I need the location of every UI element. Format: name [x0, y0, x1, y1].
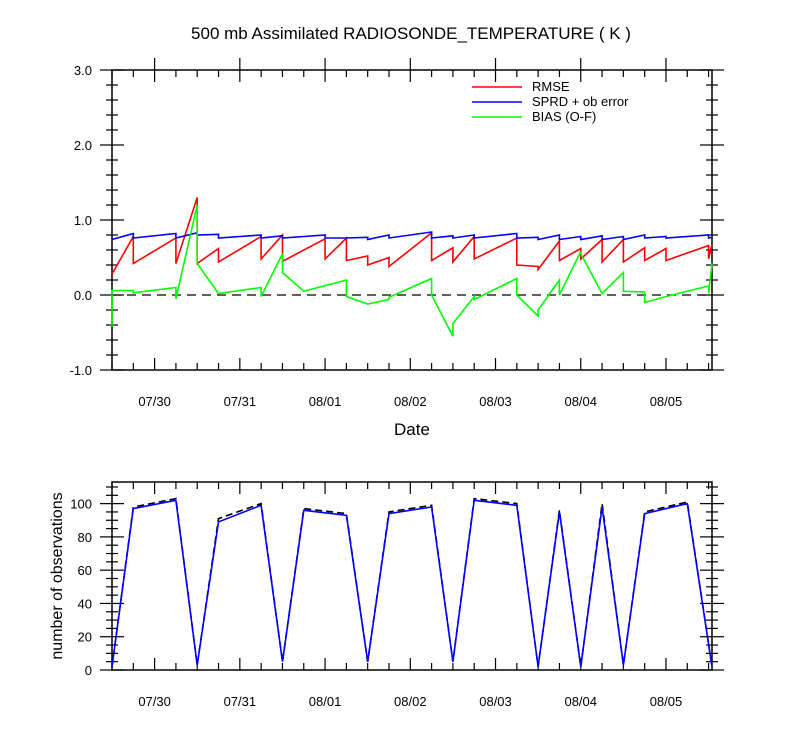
y-tick-label: 2.0: [74, 138, 92, 153]
y-tick-label: -1.0: [70, 363, 92, 378]
y-tick-label: 0.0: [74, 288, 92, 303]
y-tick-label: 3.0: [74, 63, 92, 78]
x-tick-label: 08/05: [650, 394, 683, 409]
series-line-bias-o-f: [111, 204, 713, 337]
series-line-rmse: [111, 197, 713, 275]
chart-title: 500 mb Assimilated RADIOSONDE_TEMPERATUR…: [191, 24, 631, 43]
y-axis-label: number of observations: [49, 492, 66, 659]
y-tick-label: 80: [78, 530, 92, 545]
y-tick-label: 60: [78, 563, 92, 578]
series-line-sprd-ob-error: [111, 231, 713, 241]
top-panel-frame: [111, 69, 713, 371]
bottom-panel-frame: [111, 481, 713, 671]
x-tick-label: 08/02: [394, 394, 427, 409]
bottom-panel-y-tick-labels: 0 20 40 60 80 100: [70, 497, 92, 678]
x-axis-label: Date: [394, 420, 430, 439]
x-tick-label: 08/02: [394, 694, 427, 709]
y-tick-label: 100: [70, 497, 92, 512]
x-tick-label: 07/31: [224, 394, 257, 409]
top-panel-series: [111, 197, 713, 337]
x-tick-label: 08/03: [479, 394, 512, 409]
legend-label-sprd: SPRD + ob error: [532, 94, 629, 109]
x-tick-label: 08/01: [309, 694, 342, 709]
y-tick-label: 1.0: [74, 213, 92, 228]
y-tick-label: 20: [78, 630, 92, 645]
legend-label-rmse: RMSE: [532, 79, 570, 94]
bottom-panel-series: [111, 497, 713, 667]
x-tick-label: 08/04: [564, 694, 597, 709]
series-line-observations-dashed: [111, 497, 713, 667]
x-tick-label: 08/03: [479, 694, 512, 709]
x-tick-label: 08/05: [650, 694, 683, 709]
legend: RMSE SPRD + ob error BIAS (O-F): [472, 79, 629, 124]
bottom-panel-x-tick-labels: 07/30 07/31 08/01 08/02 08/03 08/04 08/05: [138, 694, 682, 709]
x-tick-label: 08/04: [564, 394, 597, 409]
top-panel-y-tick-labels: -1.0 0.0 1.0 2.0 3.0: [70, 63, 92, 378]
x-tick-label: 07/30: [138, 694, 171, 709]
x-tick-label: 07/30: [138, 394, 171, 409]
top-panel-ticks: [100, 58, 724, 371]
top-panel-x-tick-labels: 07/30 07/31 08/01 08/02 08/03 08/04 08/05: [138, 394, 682, 409]
y-tick-label: 40: [78, 596, 92, 611]
top-panel: RMSE SPRD + ob error BIAS (O-F) 07/30 07/…: [70, 58, 724, 439]
x-tick-label: 08/01: [309, 394, 342, 409]
series-line-observations: [111, 499, 713, 667]
bottom-panel: 07/30 07/31 08/01 08/02 08/03 08/04 08/05 0 20 4…: [49, 481, 724, 709]
legend-label-bias: BIAS (O-F): [532, 109, 596, 124]
y-tick-label: 0: [85, 663, 92, 678]
x-tick-label: 07/31: [224, 694, 257, 709]
